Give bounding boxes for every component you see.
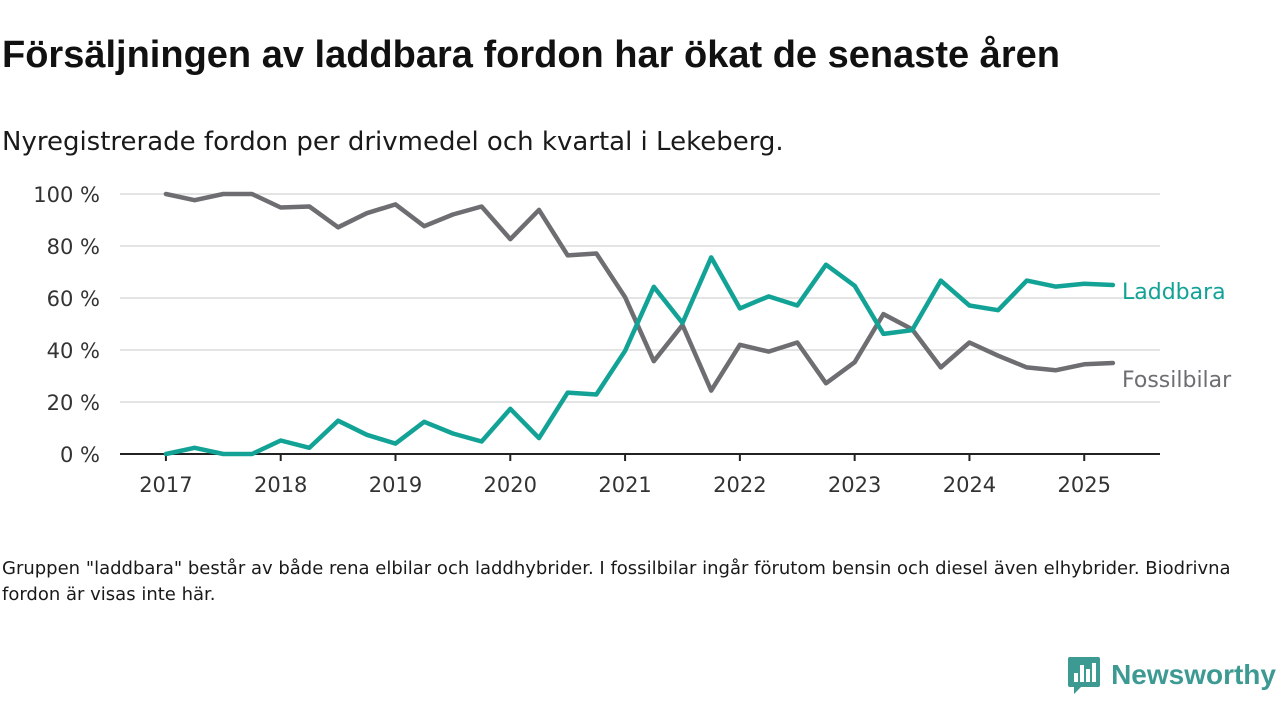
x-tick-label: 2022 <box>713 473 766 497</box>
series-line-fossilbilar <box>163 191 1116 393</box>
y-tick-label: 20 % <box>47 391 100 415</box>
footnote: Gruppen "laddbara" består av både rena e… <box>2 558 1231 605</box>
x-tick-label: 2018 <box>254 473 307 497</box>
series-line-laddbara <box>163 255 1116 457</box>
brand-name: Newsworthy <box>1111 659 1276 690</box>
x-axis: 2017 2018 2019 2020 2021 2022 2023 2024 2025 <box>120 453 1160 497</box>
series-label-laddbara: Laddbara <box>1122 280 1226 305</box>
chart-title: Försäljningen av laddbara fordon har öka… <box>2 34 1060 76</box>
x-tick-label: 2021 <box>598 473 651 497</box>
series-lines <box>163 191 1116 457</box>
y-tick-label: 100 % <box>33 183 100 207</box>
gridlines <box>120 193 1160 403</box>
y-tick-label: 60 % <box>47 287 100 311</box>
x-tick-label: 2019 <box>369 473 422 497</box>
x-tick-label: 2017 <box>139 473 192 497</box>
y-tick-label: 40 % <box>47 339 100 363</box>
newsworthy-logo-icon <box>1068 657 1101 694</box>
x-tick-label: 2023 <box>828 473 881 497</box>
series-label-fossilbilar: Fossilbilar <box>1122 368 1232 393</box>
x-tick-label: 2025 <box>1058 473 1111 497</box>
series-labels: Laddbara Fossilbilar <box>1122 280 1232 393</box>
chart-subtitle: Nyregistrerade fordon per drivmedel och … <box>2 127 784 157</box>
y-tick-label: 0 % <box>60 443 100 467</box>
line-chart: 0 % 20 % 40 % 60 % 80 % 100 % 2017 2018 2019 202… <box>33 183 1232 497</box>
y-tick-label: 80 % <box>47 235 100 259</box>
brand-logo: Newsworthy <box>1067 653 1276 697</box>
x-tick-label: 2024 <box>943 473 996 497</box>
y-axis-tick-labels: 0 % 20 % 40 % 60 % 80 % 100 % <box>33 183 100 467</box>
x-tick-label: 2020 <box>484 473 537 497</box>
